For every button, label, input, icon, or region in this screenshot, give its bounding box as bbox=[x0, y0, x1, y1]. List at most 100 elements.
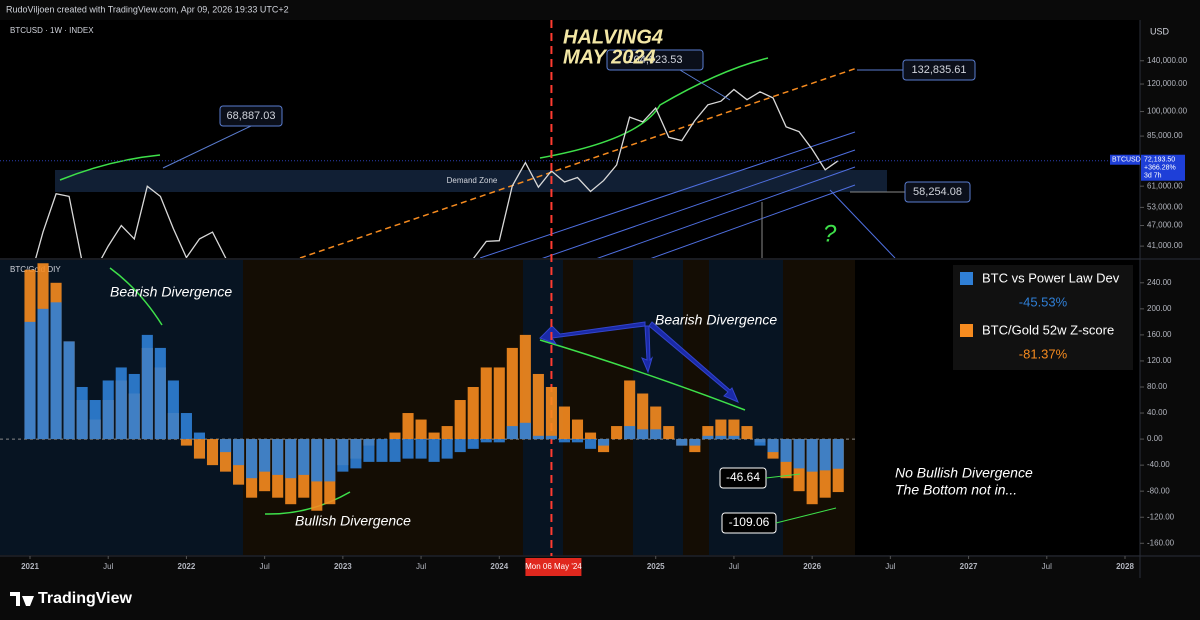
x-tick-label: 2024 bbox=[490, 562, 508, 571]
osc-bar bbox=[180, 439, 192, 446]
osc-bar bbox=[793, 439, 805, 469]
y-tick-label: 61,000.00 bbox=[1147, 181, 1183, 190]
osc-bar bbox=[767, 439, 779, 453]
osc-bar bbox=[832, 439, 844, 469]
y-tick-label: 120,000.00 bbox=[1147, 79, 1188, 88]
x-tick-label: Jul bbox=[103, 562, 113, 571]
osc-bar bbox=[298, 439, 310, 475]
osc-bar bbox=[584, 432, 597, 440]
osc-bar bbox=[50, 302, 62, 440]
osc-bar bbox=[519, 422, 531, 440]
osc-bar bbox=[167, 380, 179, 440]
legend-box bbox=[953, 265, 1133, 370]
countdown: 3d 7h bbox=[1144, 173, 1162, 180]
osc-bar bbox=[545, 386, 557, 440]
value-callout: -109.06 bbox=[729, 515, 770, 529]
halving-date-box bbox=[525, 558, 582, 576]
osc-bar bbox=[480, 439, 492, 443]
osc-bar bbox=[441, 426, 453, 440]
y-tick-label: 240.00 bbox=[1147, 278, 1172, 287]
osc-bar bbox=[141, 334, 153, 440]
y-tick-label: -80.00 bbox=[1147, 486, 1170, 495]
currency: USD bbox=[1150, 26, 1170, 36]
osc-bar bbox=[193, 439, 206, 459]
osc-bar bbox=[493, 439, 505, 443]
osc-bar bbox=[611, 426, 623, 440]
osc-bar bbox=[558, 406, 571, 440]
osc-bar bbox=[76, 386, 88, 440]
osc-bar bbox=[259, 439, 271, 472]
osc-bar bbox=[428, 432, 440, 440]
y-tick-label: 0.00 bbox=[1147, 434, 1163, 443]
svg-text:?: ? bbox=[823, 220, 837, 247]
osc-bar bbox=[506, 426, 518, 440]
osc-bar bbox=[689, 439, 701, 446]
y-tick-label: 40.00 bbox=[1147, 408, 1168, 417]
divergence-line bbox=[109, 267, 163, 326]
y-tick-label: 41,000.00 bbox=[1147, 241, 1183, 250]
osc-annotation: Bullish Divergence bbox=[295, 513, 411, 529]
osc-bar bbox=[180, 413, 192, 440]
osc-bar bbox=[233, 439, 245, 466]
x-tick-label: 2027 bbox=[960, 562, 978, 571]
osc-bar bbox=[428, 439, 440, 462]
x-tick-label: Jul bbox=[885, 562, 895, 571]
osc-bar bbox=[219, 439, 232, 472]
osc-bar bbox=[506, 347, 518, 440]
osc-bar bbox=[493, 367, 505, 440]
x-tick-label: Jul bbox=[1042, 562, 1052, 571]
osc-bar bbox=[24, 321, 36, 440]
x-tick-label: 2022 bbox=[178, 562, 196, 571]
osc-bar bbox=[454, 439, 466, 453]
x-tick-label: 2023 bbox=[334, 562, 352, 571]
price-callout: 132,835.61 bbox=[911, 64, 966, 76]
osc-bar bbox=[650, 429, 662, 440]
halving-title: HALVING4 bbox=[563, 26, 663, 48]
osc-annotation: No Bullish Divergence bbox=[895, 465, 1033, 481]
demand-zone bbox=[55, 170, 887, 192]
osc-bar bbox=[272, 439, 284, 475]
last-change: +366.28% bbox=[1144, 165, 1176, 172]
price-callout: 104,023.53 bbox=[627, 54, 682, 66]
price-drawings: ? bbox=[35, 57, 896, 258]
y-tick-label: -40.00 bbox=[1147, 460, 1170, 469]
osc-bar bbox=[806, 439, 818, 472]
osc-bar bbox=[415, 439, 427, 459]
osc-annotation: The Bottom not in... bbox=[895, 482, 1017, 498]
y-tick-label: 160.00 bbox=[1147, 330, 1172, 339]
zone-label: Demand Zone bbox=[447, 176, 498, 185]
osc-bar bbox=[480, 367, 492, 440]
callout-leader bbox=[765, 473, 801, 479]
callout-leader bbox=[775, 507, 837, 524]
osc-bar bbox=[624, 426, 636, 440]
legend-value: -81.37% bbox=[1019, 346, 1068, 361]
osc-bar bbox=[246, 439, 258, 479]
arrows bbox=[539, 321, 739, 403]
x-tick-label: Jul bbox=[416, 562, 426, 571]
osc-bar bbox=[715, 435, 727, 440]
osc-bar bbox=[545, 435, 557, 440]
osc-annotation: Bearish Divergence bbox=[655, 312, 777, 328]
osc-bar bbox=[363, 439, 375, 462]
x-tick-label: Jul bbox=[260, 562, 270, 571]
osc-bar bbox=[650, 406, 662, 440]
osc-bar bbox=[37, 308, 49, 440]
y-tick-label: 47,000.00 bbox=[1147, 221, 1183, 230]
y-tick-label: 100,000.00 bbox=[1147, 107, 1188, 116]
osc-bar bbox=[598, 439, 610, 446]
footer bbox=[0, 580, 1200, 620]
legend-label: BTC/Gold 52w Z-score bbox=[982, 322, 1114, 337]
y-tick-label: 85,000.00 bbox=[1147, 131, 1183, 140]
osc-bar bbox=[728, 435, 740, 440]
regime-shading bbox=[0, 260, 855, 555]
osc-bar bbox=[637, 429, 649, 440]
osc-bar bbox=[402, 413, 414, 440]
osc-bar bbox=[324, 439, 336, 482]
callout-leader bbox=[162, 125, 252, 169]
osc-bar bbox=[624, 380, 636, 440]
price-callout: 58,254.08 bbox=[913, 186, 962, 198]
header: RudoViljoen created with TradingView.com… bbox=[6, 4, 289, 14]
osc-bar bbox=[519, 334, 531, 440]
legend-value: -45.53% bbox=[1019, 294, 1068, 309]
osc-bar bbox=[532, 373, 544, 440]
